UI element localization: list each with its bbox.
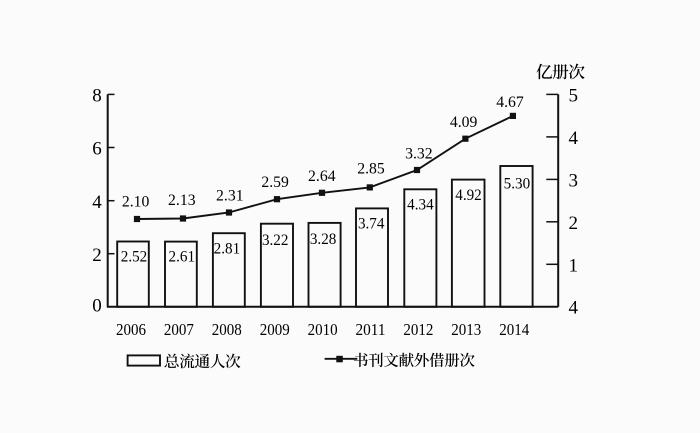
svg-text:2.81: 2.81 [214,241,241,258]
svg-text:2.85: 2.85 [357,160,385,177]
svg-text:4.67: 4.67 [496,94,524,111]
svg-text:4.09: 4.09 [450,114,478,131]
svg-text:3: 3 [569,171,579,192]
svg-text:2.61: 2.61 [169,248,196,265]
svg-text:3.32: 3.32 [405,145,433,162]
svg-text:2010: 2010 [308,320,338,339]
svg-text:5: 5 [569,86,579,107]
svg-text:3.28: 3.28 [310,231,337,248]
svg-text:4.92: 4.92 [455,187,482,204]
svg-text:2013: 2013 [451,320,481,339]
svg-text:2014: 2014 [499,320,529,339]
svg-text:2: 2 [569,213,579,234]
svg-text:2.59: 2.59 [261,174,289,191]
svg-text:4: 4 [569,128,579,149]
svg-text:2.10: 2.10 [122,193,150,210]
svg-text:8: 8 [92,86,102,107]
svg-text:6: 6 [92,139,102,160]
svg-text:1: 1 [569,256,579,277]
svg-text:2009: 2009 [260,320,290,339]
svg-text:2: 2 [92,245,102,266]
svg-text:4: 4 [92,192,102,213]
svg-text:2.31: 2.31 [216,187,244,204]
svg-text:3.22: 3.22 [262,232,289,249]
svg-text:0: 0 [92,296,102,317]
svg-text:2.52: 2.52 [121,248,148,265]
svg-text:3.74: 3.74 [358,215,385,232]
svg-text:4: 4 [569,298,579,319]
svg-text:5.30: 5.30 [504,176,531,193]
svg-text:2012: 2012 [403,320,433,339]
svg-text:2006: 2006 [116,320,146,339]
svg-text:2008: 2008 [212,320,242,339]
svg-text:2.64: 2.64 [308,168,336,185]
svg-text:2011: 2011 [356,320,386,339]
svg-text:2.13: 2.13 [168,192,196,209]
svg-text:4.34: 4.34 [407,196,434,213]
svg-text:2007: 2007 [164,320,194,339]
